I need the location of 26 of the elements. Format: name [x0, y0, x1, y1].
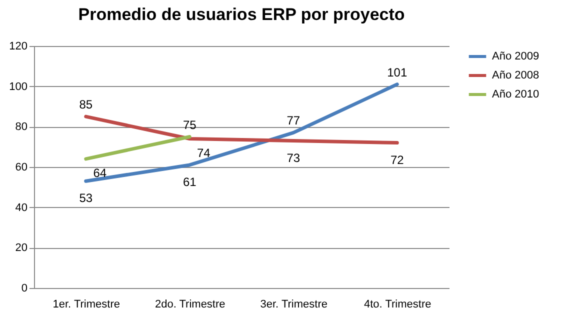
data-label: 74 [196, 146, 211, 160]
y-tick-label: 100 [9, 80, 28, 93]
y-tick-label: 60 [15, 162, 28, 174]
legend-label: Año 2009 [492, 50, 540, 62]
data-label: 64 [93, 166, 107, 180]
line-series [84, 114, 399, 145]
legend-label: Año 2008 [492, 70, 540, 82]
chart-title: Promedio de usuarios ERP por proyecto [78, 5, 405, 24]
data-label: 101 [387, 65, 408, 80]
x-tick-label: 4to. Trimestre [364, 298, 432, 310]
legend-label: Año 2010 [492, 88, 540, 100]
data-label: 85 [79, 98, 93, 112]
data-label: 77 [286, 114, 300, 128]
data-label: 75 [182, 118, 197, 132]
x-tick-label: 3er. Trimestre [260, 298, 328, 310]
data-label: 73 [286, 150, 300, 165]
y-tick-label: 20 [15, 242, 28, 254]
y-tick-label: 120 [9, 40, 28, 52]
y-tick-label: 0 [21, 282, 28, 294]
data-label: 53 [79, 191, 93, 206]
y-tick-label: 40 [15, 202, 28, 214]
x-tick-label: 2do. Trimestre [154, 298, 226, 310]
y-tick-label: 80 [15, 121, 28, 134]
data-label: 72 [390, 152, 404, 167]
x-tick-label: 1er. Trimestre [52, 298, 120, 310]
data-label: 61 [182, 174, 197, 189]
